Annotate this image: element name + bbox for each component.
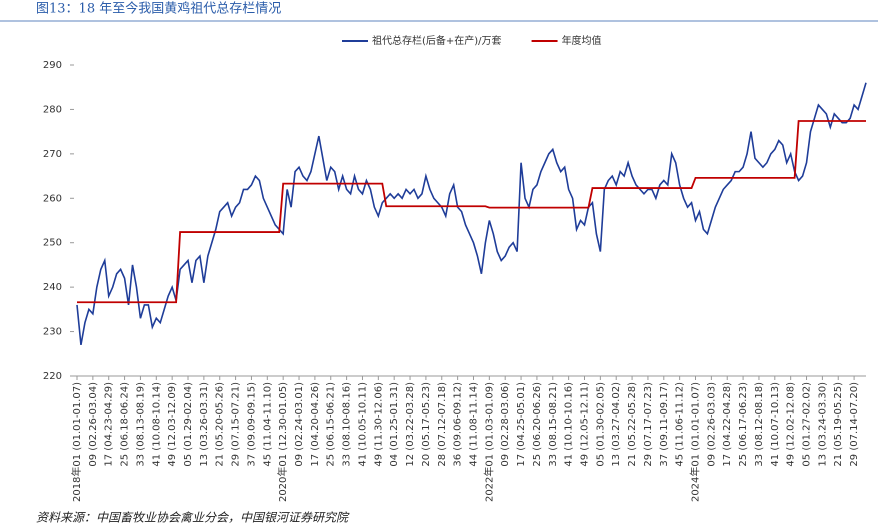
source: 资料来源：中国畜牧业协会禽业分会，中国银河证券研究院 xyxy=(36,511,350,525)
x-tick-label: 21 (05.20-05.26) xyxy=(215,382,226,467)
y-tick-label: 260 xyxy=(43,193,62,204)
x-tick-label: 04 (01.25-01.31) xyxy=(389,382,400,467)
x-tick-label: 2020年01 (12.30-01.05) xyxy=(276,382,289,502)
chart-title: 图13：18 年至今我国黄鸡祖代总存栏情况 xyxy=(36,1,281,17)
x-tick-label: 29 (07.14-07.20) xyxy=(849,382,860,467)
x-tick-label: 41 (10.10-10.16) xyxy=(564,382,575,467)
x-tick-label: 13 (03.26-03.31) xyxy=(199,382,210,467)
x-tick-label: 44 (11.08-11.14) xyxy=(468,382,479,467)
x-tick-label: 17 (04.20-04.26) xyxy=(310,382,321,467)
legend-label: 祖代总存栏(后备+在产)/万套 xyxy=(372,34,502,47)
x-tick-label: 09 (02.26-03.04) xyxy=(88,382,99,467)
x-tick-label: 05 (01.30-02.05) xyxy=(595,382,606,467)
y-tick-label: 280 xyxy=(43,104,62,115)
x-tick-label: 25 (06.17-06.23) xyxy=(738,382,749,467)
y-tick-label: 240 xyxy=(43,282,62,293)
x-tick-label: 49 (11.30-12.06) xyxy=(373,382,384,467)
x-tick-label: 17 (04.22-04.28) xyxy=(722,382,733,467)
x-tick-label: 33 (08.15-08.21) xyxy=(548,382,559,467)
series-line xyxy=(77,120,866,304)
x-tick-label: 41 (10.08-10.14) xyxy=(151,382,162,467)
y-tick-label: 250 xyxy=(43,238,62,249)
x-tick-label: 20 (05.17-05.23) xyxy=(421,382,432,467)
x-tick-label: 09 (02.26-03.03) xyxy=(706,382,717,467)
x-tick-label: 2018年01 (01.01-01.07) xyxy=(70,382,83,502)
x-tick-label: 29 (07.17-07.23) xyxy=(643,382,654,467)
x-tick-label: 25 (06.20-06.26) xyxy=(532,382,543,467)
x-tick-label: 33 (08.10-08.16) xyxy=(342,382,353,467)
x-tick-label: 37 (09.09-09.15) xyxy=(246,382,257,467)
x-tick-label: 49 (12.03-12.09) xyxy=(167,382,178,467)
x-tick-label: 05 (01.29-02.04) xyxy=(183,382,194,467)
x-tick-label: 2022年01 (01.03-01.09) xyxy=(482,382,495,502)
x-tick-label: 09 (02.28-03.06) xyxy=(500,382,511,467)
series-line xyxy=(76,82,867,346)
x-tick-label: 37 (09.11-09.17) xyxy=(659,382,670,467)
x-tick-label: 41 (10.07-10.13) xyxy=(770,382,781,467)
y-tick-label: 230 xyxy=(43,327,62,338)
x-tick-label: 21 (05.19-05.25) xyxy=(833,382,844,467)
x-tick-label: 09 (02.24-03.01) xyxy=(294,382,305,467)
x-tick-label: 36 (09.06-09.12) xyxy=(453,382,464,467)
x-tick-label: 25 (06.15-06.21) xyxy=(326,382,337,467)
y-tick-label: 290 xyxy=(43,60,62,71)
x-tick-label: 33 (08.13-08.19) xyxy=(135,382,146,467)
x-tick-label: 33 (08.12-08.18) xyxy=(754,382,765,467)
x-tick-label: 49 (12.02-12.08) xyxy=(786,382,797,467)
x-tick-label: 17 (04.25-05.01) xyxy=(516,382,527,467)
x-tick-label: 28 (07.12-07.18) xyxy=(437,382,448,467)
legend-label: 年度均值 xyxy=(562,34,602,47)
x-tick-label: 13 (03.24-03.30) xyxy=(817,382,828,467)
x-tick-label: 05 (01.27-02.02) xyxy=(802,382,813,467)
y-tick-label: 270 xyxy=(43,149,62,160)
x-tick-label: 29 (07.15-07.21) xyxy=(231,382,242,467)
x-tick-label: 21 (05.22-05.28) xyxy=(627,382,638,467)
x-tick-label: 45 (11.06-11.12) xyxy=(675,382,686,467)
x-tick-label: 17 (04.23-04.29) xyxy=(104,382,115,467)
y-tick-label: 220 xyxy=(43,371,62,382)
x-tick-label: 13 (03.27-04.02) xyxy=(611,382,622,467)
x-tick-label: 2024年01 (01.01-01.07) xyxy=(689,382,702,502)
x-tick-label: 49 (12.05-12.11) xyxy=(579,382,590,467)
x-tick-label: 45 (11.04-11.10) xyxy=(262,382,273,467)
x-tick-label: 41 (10.05-10.11) xyxy=(357,382,368,467)
x-tick-label: 25 (06.18-06.24) xyxy=(120,382,131,467)
x-tick-label: 12 (03.22-03.28) xyxy=(405,382,416,467)
